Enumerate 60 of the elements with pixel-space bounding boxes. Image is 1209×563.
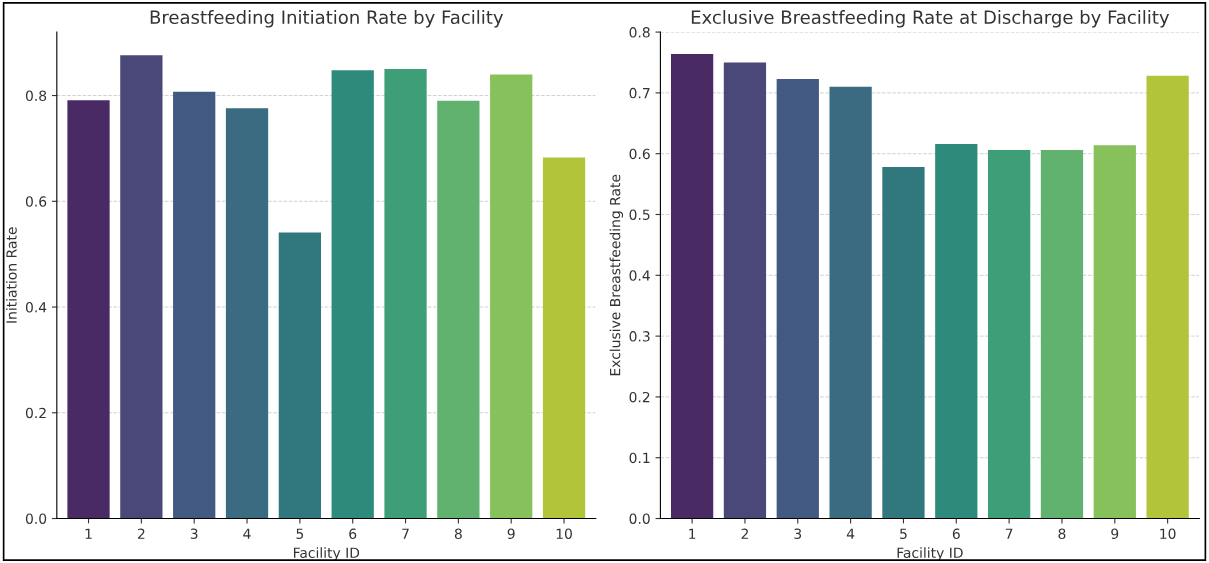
bar bbox=[437, 100, 480, 519]
bar bbox=[120, 55, 163, 519]
x-tick-label: 4 bbox=[243, 528, 251, 539]
bar bbox=[776, 78, 819, 519]
y-tick-label: 0.4 bbox=[629, 270, 650, 281]
x-tick-label: 3 bbox=[794, 528, 802, 539]
y-axis-title: Initiation Rate bbox=[6, 227, 17, 323]
bar bbox=[490, 74, 533, 519]
y-tick-label: 0.4 bbox=[25, 302, 47, 313]
y-tick-label: 0.6 bbox=[25, 196, 47, 207]
x-tick-label: 3 bbox=[190, 528, 198, 539]
bar bbox=[723, 62, 767, 519]
bar bbox=[278, 232, 321, 519]
y-tick-label: 0.3 bbox=[629, 331, 650, 342]
x-tick-label: 8 bbox=[454, 528, 462, 539]
bar bbox=[1093, 145, 1136, 519]
x-tick-label: 2 bbox=[137, 528, 145, 539]
x-tick-label: 5 bbox=[900, 528, 907, 539]
bar bbox=[1040, 150, 1084, 519]
y-tick-label: 0.1 bbox=[629, 452, 650, 464]
x-tick-label: 8 bbox=[1058, 528, 1066, 539]
bar bbox=[670, 53, 714, 519]
x-tick-label: 6 bbox=[349, 528, 357, 539]
x-tick-label: 1 bbox=[85, 528, 92, 539]
bar bbox=[173, 91, 216, 519]
y-tick-label: 0.6 bbox=[629, 148, 650, 160]
x-tick-label: 9 bbox=[507, 528, 515, 539]
x-tick-label: 9 bbox=[1111, 528, 1119, 539]
x-tick-label: 6 bbox=[952, 528, 960, 539]
y-tick-label: 0.5 bbox=[629, 209, 650, 220]
x-tick-label: 4 bbox=[846, 528, 855, 539]
x-tick-label: 2 bbox=[741, 528, 748, 539]
bar bbox=[935, 143, 978, 519]
x-tick-label: 5 bbox=[296, 528, 304, 539]
chart-title: Breastfeeding Initiation Rate by Facility bbox=[150, 10, 504, 28]
chart-title: Exclusive Breastfeeding Rate at Discharge by Facility bbox=[691, 10, 1170, 28]
bar bbox=[542, 157, 586, 519]
x-tick-label: 7 bbox=[402, 528, 409, 539]
y-axis-title: Exclusive Breastfeeding Rate bbox=[609, 174, 624, 376]
y-tick-label: 0.2 bbox=[629, 391, 650, 403]
y-tick-label: 0.8 bbox=[25, 90, 47, 102]
bar bbox=[331, 70, 374, 519]
bar bbox=[1146, 75, 1189, 519]
y-tick-label: 0.0 bbox=[629, 513, 650, 524]
bar bbox=[384, 69, 427, 519]
bar bbox=[225, 108, 269, 519]
bar bbox=[829, 86, 872, 519]
x-axis-title: Facility ID bbox=[293, 547, 360, 561]
y-tick-label: 0.8 bbox=[629, 27, 650, 38]
y-tick-label: 0.7 bbox=[629, 87, 650, 99]
bar bbox=[882, 167, 925, 519]
y-tick-label: 0.2 bbox=[25, 407, 46, 419]
x-tick-label: 1 bbox=[689, 528, 696, 539]
bar bbox=[67, 100, 110, 519]
x-axis-title: Facility ID bbox=[897, 547, 963, 561]
bar bbox=[987, 150, 1031, 519]
x-tick-label: 10 bbox=[1160, 528, 1176, 539]
y-tick-label: 0.0 bbox=[25, 513, 47, 524]
x-tick-label: 10 bbox=[556, 528, 572, 539]
x-tick-label: 7 bbox=[1005, 528, 1013, 539]
